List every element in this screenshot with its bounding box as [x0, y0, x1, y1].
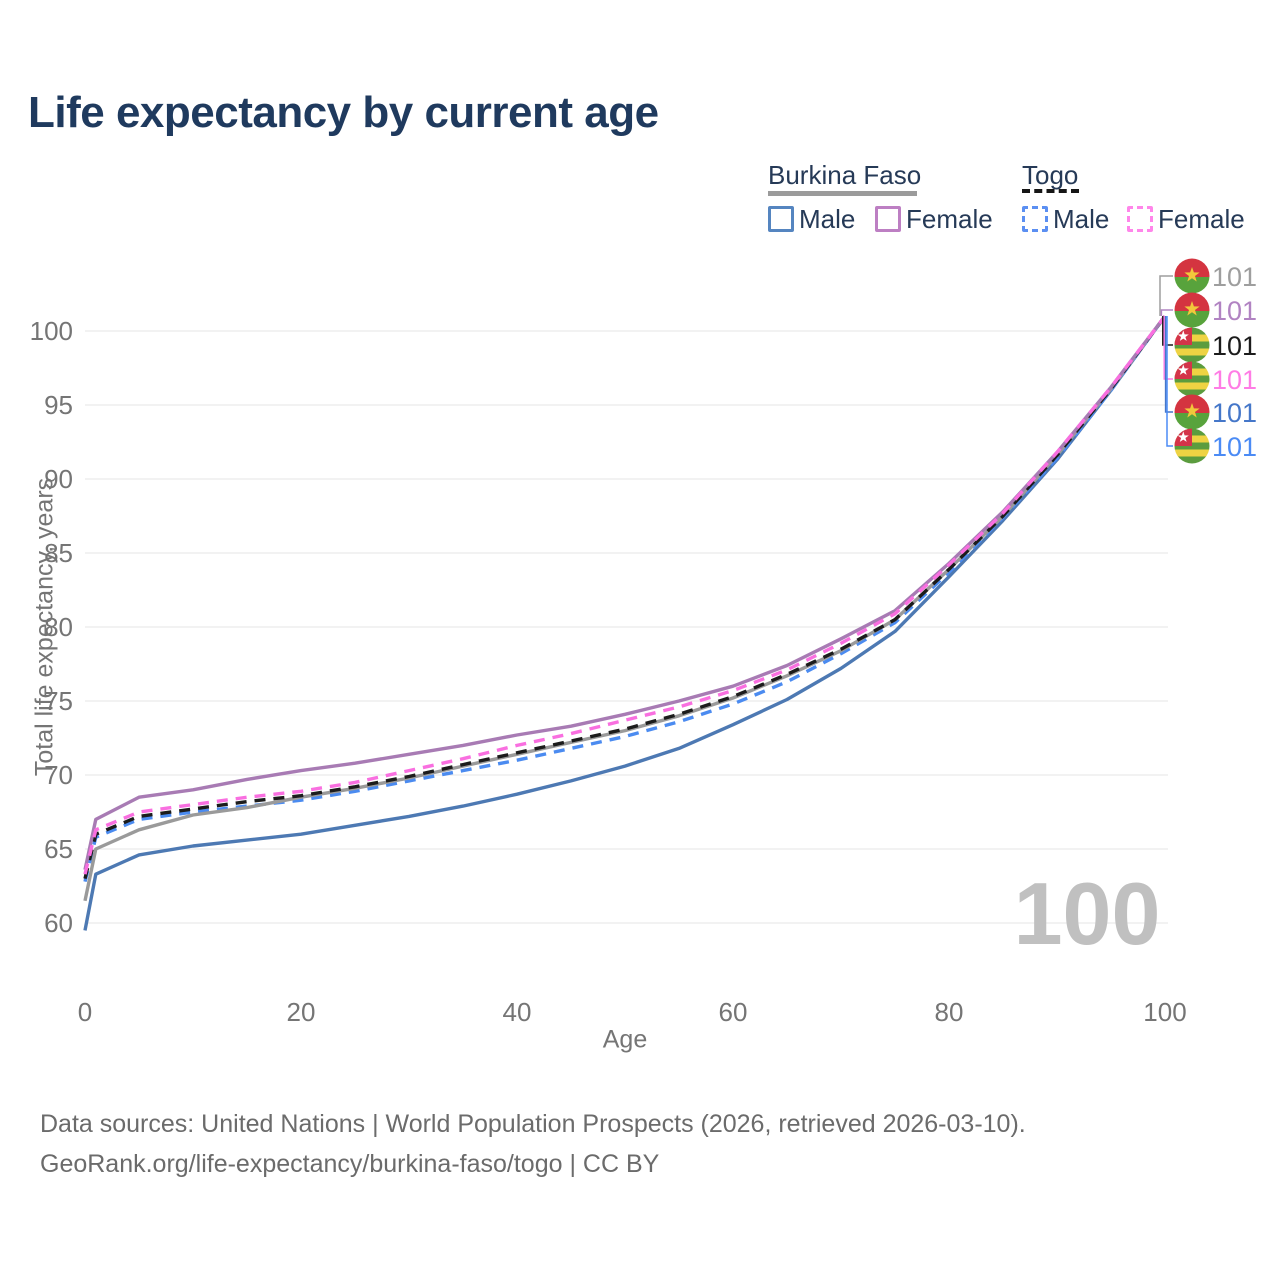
legend-underline-burkina-faso	[768, 191, 917, 196]
togo-flag-icon	[1174, 428, 1210, 464]
label-connector-togo-female	[1163, 316, 1173, 380]
end-label-togo-female[interactable]: 101	[1212, 365, 1257, 395]
label-connector-togo-male	[1166, 316, 1173, 447]
burkina-faso-flag-icon	[1174, 394, 1210, 430]
legend-label-togo-male[interactable]: Male	[1053, 204, 1110, 234]
y-tick-label-80: 80	[44, 612, 73, 642]
legend-swatch-togo-female[interactable]	[1127, 206, 1153, 232]
burkina-faso-flag-icon	[1174, 258, 1210, 294]
legend-swatch-togo-male[interactable]	[1022, 206, 1048, 232]
chart-line-burkina-faso-female[interactable]	[83, 315, 1167, 871]
x-tick-label-0: 0	[78, 997, 92, 1027]
end-label-togo-both-sexes[interactable]: 101	[1212, 331, 1257, 361]
label-connector-burkina-faso-both-sexes	[1159, 275, 1173, 316]
chart-line-togo-male[interactable]	[83, 315, 1167, 883]
chart-line-burkina-faso-male[interactable]	[83, 315, 1167, 931]
x-axis-title: Age	[602, 1025, 648, 1054]
x-tick-label-20: 20	[287, 997, 316, 1027]
end-label-burkina-faso-male[interactable]: 101	[1212, 398, 1257, 428]
legend-label-burkina-faso-female[interactable]: Female	[906, 204, 993, 234]
y-tick-label-70: 70	[44, 760, 73, 790]
chart-line-togo-female[interactable]	[83, 315, 1167, 875]
legend-swatch-burkina-faso-female[interactable]	[875, 206, 901, 232]
togo-flag-icon	[1174, 327, 1210, 363]
y-tick-label-90: 90	[44, 464, 73, 494]
end-label-burkina-faso-both-sexes[interactable]: 101	[1212, 262, 1257, 292]
footer-data-sources: Data sources: United Nations | World Pop…	[40, 1110, 1026, 1138]
y-axis-title: Total life expectancy, years	[30, 477, 59, 777]
x-tick-label-60: 60	[719, 997, 748, 1027]
page-title: Life expectancy by current age	[28, 88, 659, 137]
legend-label-togo-female[interactable]: Female	[1158, 204, 1245, 234]
y-tick-label-95: 95	[44, 390, 73, 420]
y-tick-label-100: 100	[30, 316, 73, 346]
y-tick-label-75: 75	[44, 686, 73, 716]
burkina-faso-flag-icon	[1174, 292, 1210, 328]
y-tick-label-60: 60	[44, 908, 73, 938]
x-tick-label-100: 100	[1143, 997, 1186, 1027]
end-label-togo-male[interactable]: 101	[1212, 432, 1257, 462]
legend-underline-togo	[1022, 189, 1079, 193]
y-tick-label-65: 65	[44, 834, 73, 864]
end-label-burkina-faso-female[interactable]: 101	[1212, 296, 1257, 326]
y-tick-label-85: 85	[44, 538, 73, 568]
label-connector-burkina-faso-male	[1164, 316, 1173, 413]
age-counter-watermark: 100	[1014, 864, 1161, 963]
label-connector-burkina-faso-female	[1160, 309, 1173, 316]
footer-attribution: GeoRank.org/life-expectancy/burkina-faso…	[40, 1150, 660, 1178]
togo-flag-icon	[1174, 361, 1210, 397]
chart-line-burkina-faso-both-sexes[interactable]	[83, 315, 1167, 902]
x-tick-label-80: 80	[935, 997, 964, 1027]
label-connector-togo-both-sexes	[1162, 316, 1173, 346]
legend-label-burkina-faso-male[interactable]: Male	[799, 204, 856, 234]
legend-group-togo[interactable]: Togo	[1022, 160, 1079, 190]
legend-group-burkina-faso[interactable]: Burkina Faso	[768, 160, 922, 190]
chart-line-togo-both-sexes[interactable]	[83, 315, 1167, 880]
legend-swatch-burkina-faso-male[interactable]	[768, 206, 794, 232]
x-tick-label-40: 40	[503, 997, 532, 1027]
